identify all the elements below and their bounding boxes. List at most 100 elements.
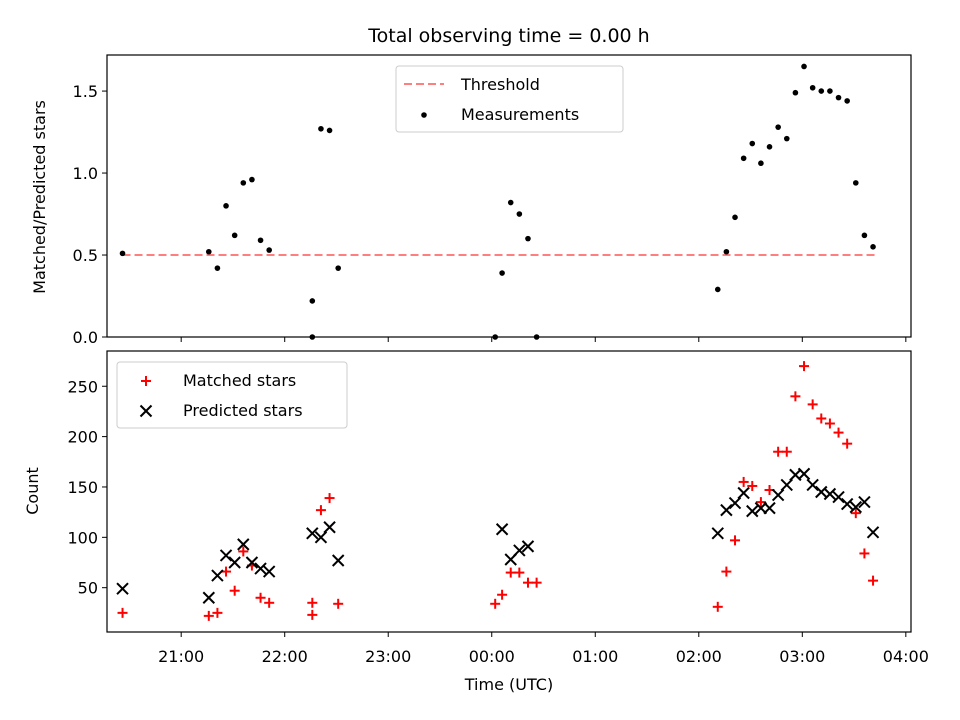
axes-frame — [106, 350, 912, 633]
matched-star-point — [238, 546, 249, 557]
x-tick-label: 22:00 — [262, 647, 308, 666]
x-b — [858, 495, 871, 509]
measurement-point — [792, 89, 799, 96]
matched-star-point — [333, 598, 344, 609]
matched-star-point — [264, 597, 275, 608]
matched-star-point — [315, 505, 326, 516]
predicted-star-point — [306, 527, 319, 540]
matched-star-point — [505, 567, 516, 578]
matched-star-point — [229, 585, 240, 596]
x-b — [254, 562, 267, 575]
y-tick-label: 1.5 — [73, 82, 98, 101]
x-tick-label: 00:00 — [469, 647, 515, 666]
predicted-star-point — [245, 556, 259, 569]
predicted-star-point — [797, 467, 811, 481]
predicted-star-point — [495, 523, 509, 536]
predicted-star-point — [211, 569, 224, 582]
predicted-star-point — [237, 538, 250, 551]
legend-measurements-label: Measurements — [461, 105, 579, 124]
x-b — [495, 523, 509, 536]
measurement-point — [507, 199, 514, 206]
legend-box — [395, 65, 624, 133]
measurement-point — [119, 250, 126, 257]
measurement-point — [326, 127, 333, 134]
predicted-star-point — [840, 497, 854, 511]
x-b — [720, 503, 733, 517]
x-b — [314, 531, 328, 544]
y-tick-label: 200 — [67, 428, 98, 447]
x-b — [866, 526, 880, 539]
measurement-point — [214, 265, 221, 271]
predicted-star-point — [858, 495, 871, 509]
x-b — [245, 556, 259, 569]
matched-star-point — [868, 575, 879, 586]
measurement-point — [257, 237, 264, 244]
measurement-point — [809, 84, 816, 91]
measurement-point — [240, 180, 247, 186]
bottom-y-axis-label: Count — [23, 467, 42, 515]
matched-star-point — [117, 607, 128, 618]
matched-star-point — [833, 427, 844, 438]
matched-star-point — [730, 535, 741, 546]
top-y-axis-label: Matched/Predicted stars — [30, 100, 49, 294]
x-b — [711, 527, 724, 540]
predicted-star-point — [262, 565, 276, 578]
x-b — [116, 582, 129, 595]
x-b — [237, 538, 250, 551]
x-tick-label: 21:00 — [158, 647, 204, 666]
y-tick-label: 150 — [67, 478, 98, 497]
x-b — [228, 556, 241, 569]
x-b — [331, 554, 345, 567]
legend-predicted-swatch-b — [139, 404, 153, 418]
x-b — [513, 544, 526, 557]
x-b — [728, 496, 742, 510]
x-b — [763, 501, 776, 515]
measurement-point — [309, 298, 316, 304]
x-tick-label: 01:00 — [572, 647, 618, 666]
matched-star-point — [799, 361, 810, 372]
predicted-star-point — [728, 496, 742, 510]
x-b — [849, 500, 862, 514]
matched-star-point — [497, 589, 508, 600]
top-panel: 0.0 0.5 1.0 1.5 Threshold Measurements — [73, 54, 912, 347]
matched-star-point — [490, 598, 501, 609]
x-b — [823, 487, 837, 501]
predicted-star-point — [228, 556, 241, 569]
x-b — [780, 478, 793, 492]
matched-star-point — [712, 601, 723, 612]
x-b — [323, 521, 336, 534]
x-tick-label: 02:00 — [676, 647, 722, 666]
legend-predicted-label: Predicted stars — [183, 401, 303, 420]
matched-star-point — [203, 610, 214, 621]
x-b — [211, 569, 224, 582]
measurement-point — [223, 203, 229, 209]
matched-star-point — [781, 446, 792, 457]
measurement-point — [723, 248, 730, 255]
matched-star-point — [738, 476, 749, 487]
matched-star-point — [842, 438, 853, 449]
measurement-point — [775, 124, 781, 130]
predicted-star-point — [763, 501, 776, 515]
measurement-point — [516, 211, 523, 217]
measurement-point — [714, 286, 721, 293]
matched-star-point — [721, 566, 732, 577]
matched-star-point — [816, 413, 827, 424]
predicted-star-point — [771, 488, 785, 502]
measurement-point — [318, 125, 324, 132]
predicted-star-point — [219, 549, 233, 562]
matched-star-point — [790, 391, 801, 402]
matched-star-point — [307, 597, 318, 608]
bottom-legend: Matched stars Predicted stars — [116, 361, 348, 429]
y-tick-label: 0.0 — [73, 328, 98, 347]
matched-star-point — [773, 446, 784, 457]
matched-star-point — [255, 592, 266, 603]
y-tick-label: 250 — [67, 377, 98, 396]
x-b — [789, 468, 802, 482]
measurement-point — [266, 247, 272, 253]
y-tick-label: 0.5 — [73, 246, 98, 265]
measurement-point — [732, 214, 738, 221]
matched-star-point — [850, 508, 861, 519]
bottom-panel: 50 100 150 200 250 21:00 22:00 23:00 00:00 01:00 0… — [67, 350, 929, 666]
predicted-star-point — [720, 503, 733, 517]
x-tick-label: 04:00 — [883, 647, 929, 666]
